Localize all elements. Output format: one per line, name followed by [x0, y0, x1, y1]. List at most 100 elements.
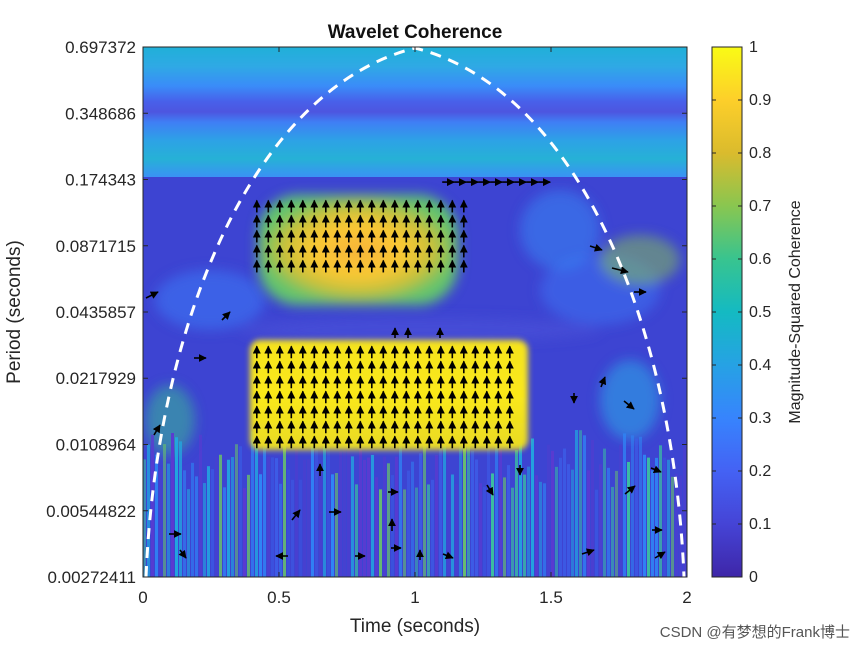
x-tick-label: 0.5: [267, 588, 291, 607]
texture-streak: [203, 483, 206, 577]
texture-streak: [319, 467, 322, 577]
texture-streak: [419, 453, 422, 577]
colorbar-tick-label: 0.5: [749, 304, 771, 321]
coherence-block-lower: [250, 340, 528, 450]
texture-streak: [147, 444, 150, 577]
texture-streak: [463, 437, 466, 577]
texture-streak: [283, 439, 286, 577]
x-tick-label: 1.5: [539, 588, 563, 607]
texture-streak: [615, 470, 618, 577]
colorbar-tick-label: 1: [749, 39, 758, 56]
texture-streak: [171, 433, 174, 577]
texture-streak: [163, 444, 166, 577]
texture-streak: [667, 459, 670, 577]
colorbar-tick-label: 0.1: [749, 516, 771, 533]
texture-streak: [619, 444, 622, 577]
texture-streak: [455, 484, 458, 577]
texture-streak: [635, 438, 638, 577]
texture-streak: [559, 457, 562, 577]
texture-streak: [507, 465, 510, 577]
texture-streak: [387, 463, 390, 577]
texture-streak: [263, 430, 266, 577]
phase-arrow: [650, 465, 662, 474]
texture-streak: [655, 457, 658, 577]
mid-texture: [145, 190, 680, 455]
texture-streak: [587, 470, 590, 577]
x-axis-label: Time (seconds): [350, 616, 480, 637]
texture-streak: [571, 469, 574, 577]
texture-streak: [651, 470, 654, 577]
texture-streak: [259, 474, 262, 577]
colorbar-tick-label: 0.2: [749, 463, 771, 480]
texture-streak: [411, 461, 414, 577]
x-tick-label: 0: [138, 588, 147, 607]
texture-streak: [531, 438, 534, 577]
texture-streak: [595, 489, 598, 577]
colorbar-ticks: 0 0.1 0.2 0.3 0.4 0.5 0.6 0.7 0.8 0.9 1: [712, 39, 771, 586]
texture-streak: [483, 486, 486, 577]
texture-streak: [311, 443, 314, 577]
texture-streak: [443, 445, 446, 577]
texture-streak: [627, 461, 630, 577]
texture-streak: [355, 484, 358, 577]
phase-arrow: [152, 424, 161, 436]
colorbar-tick-label: 0.9: [749, 92, 771, 109]
texture-streak: [607, 467, 610, 577]
texture-streak: [359, 437, 362, 577]
texture-streak: [235, 444, 238, 577]
texture-streak: [371, 454, 374, 577]
colorbar: [711, 46, 743, 578]
texture-streak: [243, 488, 246, 577]
colorbar-tick-label: 0: [749, 569, 758, 586]
texture-streak: [639, 436, 642, 577]
y-tick-label: 0.348686: [65, 104, 136, 123]
phase-arrow: [611, 266, 629, 275]
texture-streak: [563, 448, 566, 577]
y-tick-label: 0.00544822: [46, 502, 136, 521]
y-tick-label: 0.0217929: [56, 369, 136, 388]
watermark: CSDN @有梦想的Frank博士: [660, 624, 850, 641]
texture-streak: [511, 487, 514, 577]
texture-streak: [383, 456, 386, 577]
y-axis: 0.697372 0.348686 0.174343 0.0871715 0.04358…: [46, 38, 687, 587]
phase-arrow: [624, 485, 636, 495]
texture-streak: [399, 433, 402, 577]
texture-streak: [495, 446, 498, 577]
y-tick-label: 0.697372: [65, 38, 136, 57]
phase-arrow: [581, 548, 595, 557]
texture-streak: [159, 469, 162, 577]
texture-streak: [647, 457, 650, 577]
phase-arrows: [145, 178, 666, 560]
texture-streak: [431, 479, 434, 577]
texture-streak: [471, 450, 474, 577]
texture-streak: [403, 489, 406, 577]
texture-streak: [379, 489, 382, 577]
phase-arrow: [291, 509, 301, 521]
texture-streak: [427, 484, 430, 577]
texture-streak: [215, 457, 218, 577]
x-tick-label: 2: [682, 588, 691, 607]
texture-streak: [211, 469, 214, 577]
y-tick-label: 0.0435857: [56, 303, 136, 322]
texture-streak: [195, 476, 198, 577]
texture-streak: [143, 459, 146, 577]
texture-streak: [223, 487, 226, 577]
texture-streak: [155, 454, 158, 577]
texture-streak: [351, 456, 354, 577]
colorbar-tick-label: 0.7: [749, 198, 771, 215]
texture-streak: [299, 479, 302, 577]
texture-streak: [523, 474, 526, 577]
texture-streak: [187, 489, 190, 577]
phase-arrow: [589, 243, 603, 252]
phase-arrow: [145, 291, 159, 299]
texture-streak: [675, 473, 678, 577]
texture-streak: [327, 430, 330, 577]
texture-streak: [395, 456, 398, 577]
texture-streak: [583, 435, 586, 577]
texture-streak: [683, 447, 686, 577]
phase-arrow: [178, 549, 187, 559]
texture-streak: [343, 434, 346, 577]
y-tick-label: 0.0871715: [56, 237, 136, 256]
texture-streak: [175, 437, 178, 577]
